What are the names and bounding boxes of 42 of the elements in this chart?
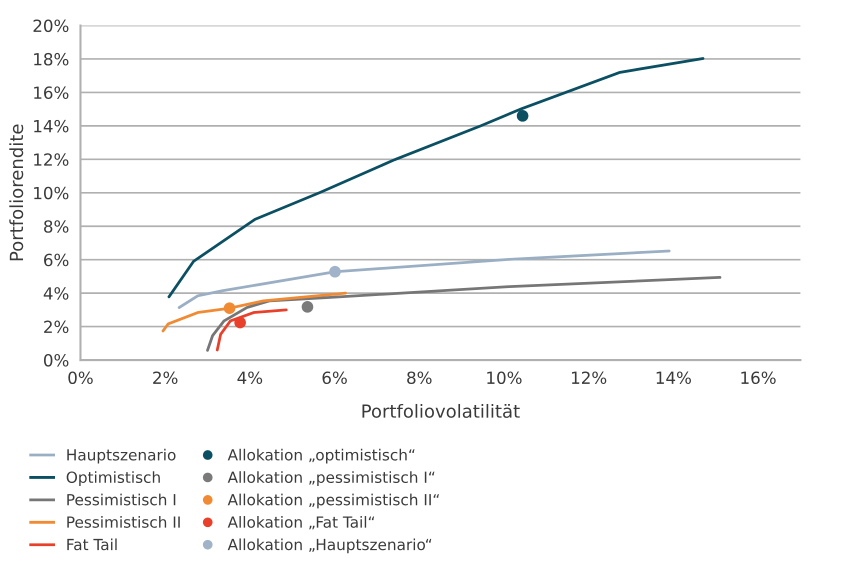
legend-label: Fat Tail xyxy=(67,538,117,550)
y-tick-label: 6% xyxy=(44,254,68,266)
y-tick-label: 18% xyxy=(34,52,68,66)
y-axis-title: Portfoliorendite xyxy=(9,124,24,260)
x-tick-label: 4% xyxy=(237,371,262,384)
x-tick-label: 6% xyxy=(322,371,347,384)
point xyxy=(302,301,314,313)
y-tick-label: 12% xyxy=(34,153,68,166)
point xyxy=(516,110,528,122)
legend-label: Hauptszenario xyxy=(67,448,176,464)
x-tick-label: 12% xyxy=(572,371,606,384)
x-tick-label: 8% xyxy=(407,371,432,384)
legend-label: Allokation „Fat Tail“ xyxy=(228,516,374,530)
x-axis-title: Portfoliovolatilität xyxy=(362,404,520,418)
line-series xyxy=(168,57,704,298)
line-series xyxy=(162,292,347,332)
y-tick-label: 4% xyxy=(44,287,68,300)
point xyxy=(224,302,236,314)
legend-label: Pessimistisch I xyxy=(67,494,176,506)
legend-label: Allokation „Hauptszenario“ xyxy=(228,538,432,554)
y-tick-label: 0% xyxy=(44,354,68,367)
y-tick-label: 20% xyxy=(34,19,68,32)
y-tick-label: 10% xyxy=(34,186,68,200)
point xyxy=(329,266,341,278)
x-tick-label: 2% xyxy=(153,371,178,384)
x-tick-label: 14% xyxy=(656,371,691,384)
legend-label: Allokation „pessimistisch II“ xyxy=(228,494,439,508)
legend-label: Allokation „optimistisch“ xyxy=(228,448,414,464)
y-tick-label: 2% xyxy=(44,320,68,334)
x-tick-label: 16% xyxy=(741,371,776,384)
line-series xyxy=(216,308,288,352)
point xyxy=(234,316,246,328)
legend-label: Optimistisch xyxy=(66,471,160,486)
line-series xyxy=(206,276,722,352)
x-tick-label: 0% xyxy=(68,371,93,384)
legend-label: Pessimistisch II xyxy=(67,516,180,528)
x-tick-label: 10% xyxy=(487,371,522,384)
line-series xyxy=(178,250,671,309)
y-tick-label: 16% xyxy=(34,86,68,99)
y-tick-label: 8% xyxy=(44,220,68,233)
y-tick-label: 14% xyxy=(34,120,68,132)
legend-label: Allokation „pessimistisch I“ xyxy=(228,471,434,486)
